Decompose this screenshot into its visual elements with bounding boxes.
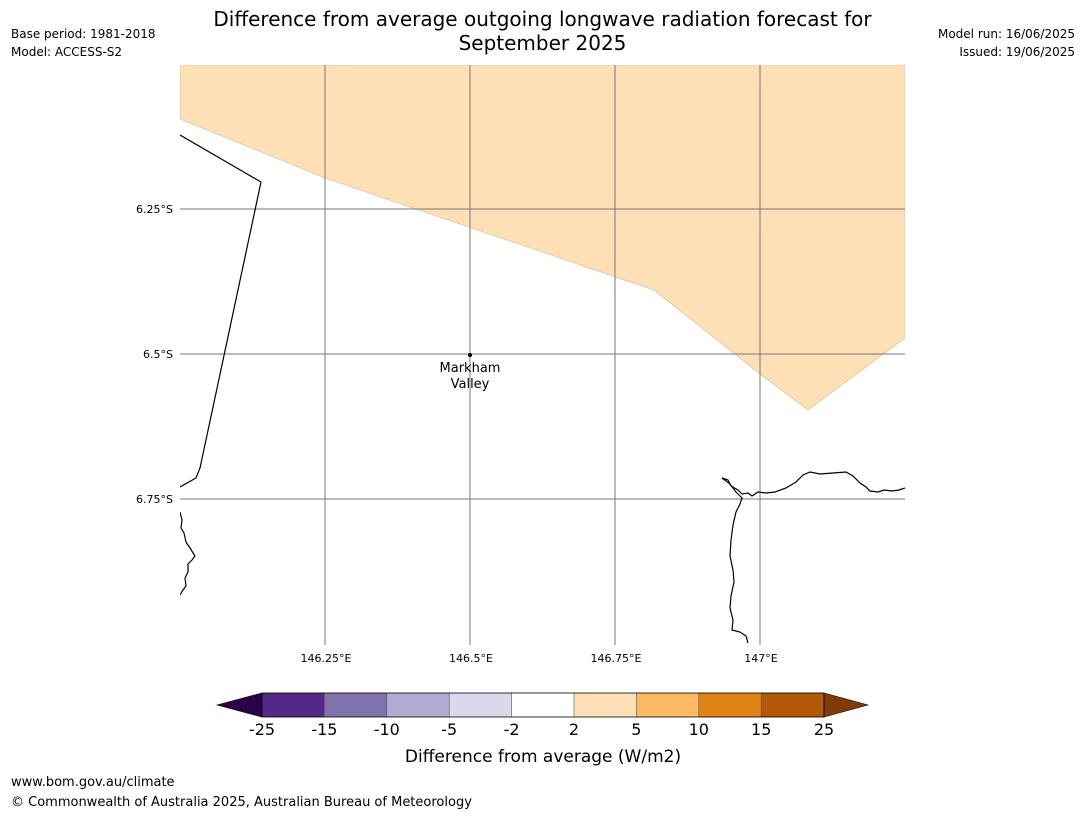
colorbar-bin-neg5-neg2: [449, 693, 512, 717]
map-area: Markham Valley: [180, 65, 905, 645]
colorbar-bin-neg2-2: [511, 693, 574, 717]
coastlines: [180, 134, 905, 644]
lat-tick-6-25: 6.25°S: [136, 203, 173, 216]
anomaly-region-2-to-5: [180, 65, 905, 411]
coast-east: [721, 471, 905, 497]
issued-label: Issued: 19/06/2025: [959, 45, 1075, 59]
graticule: [180, 65, 905, 645]
cb-label-7: 10: [689, 720, 709, 739]
colorbar-arrow-high: [823, 692, 870, 718]
colorbar-bin-2-5: [574, 693, 637, 717]
lon-tick-labels: 146.25°E 146.5°E 146.75°E 147°E: [301, 652, 778, 665]
markham-valley-marker: [468, 353, 472, 357]
title-line-2: September 2025: [458, 31, 627, 55]
colorbar-bin-5-10: [636, 693, 699, 717]
meta-left: Base period: 1981-2018 Model: ACCESS-S2: [11, 25, 156, 61]
cb-label-8: 15: [751, 720, 771, 739]
colorbar-frame: [261, 692, 825, 718]
cb-label-2: -10: [374, 720, 400, 739]
colorbar-arrow-low: [215, 692, 263, 718]
model-label: Model: ACCESS-S2: [11, 45, 123, 59]
footer-url: www.bom.gov.au/climate: [11, 775, 175, 790]
cb-label-9: 25: [814, 720, 834, 739]
place-name-line-1: Markham: [440, 361, 501, 376]
cb-label-1: -15: [311, 720, 337, 739]
model-run-label: Model run: 16/06/2025: [937, 27, 1075, 41]
lat-tick-6-5: 6.5°S: [143, 348, 173, 361]
meta-right: Model run: 16/06/2025 Issued: 19/06/2025: [938, 25, 1075, 61]
place-name-line-2: Valley: [451, 377, 490, 392]
base-period-label: Base period: 1981-2018: [11, 27, 156, 41]
colorbar-bin-10-15: [698, 693, 762, 717]
title-line-1: Difference from average outgoing longwav…: [213, 7, 872, 31]
cb-label-4: -2: [504, 720, 520, 739]
cb-label-5: 2: [569, 720, 579, 739]
lat-tick-labels: 6.25°S 6.5°S 6.75°S: [136, 203, 173, 506]
colorbar-dividers: [324, 693, 762, 717]
colorbar: -25 -15 -10 -5 -2 2 5 10 15 25 Differenc…: [215, 692, 870, 767]
coast-peninsula: [721, 477, 749, 644]
colorbar-bin-15-25: [761, 693, 824, 717]
lon-tick-146-25: 146.25°E: [301, 652, 352, 665]
colorbar-labels: -25 -15 -10 -5 -2 2 5 10 15 25: [249, 720, 834, 739]
colorbar-title: Difference from average (W/m2): [405, 747, 681, 767]
colorbar-bin-neg10-neg5: [386, 693, 450, 717]
cb-label-0: -25: [249, 720, 275, 739]
cb-label-6: 5: [631, 720, 641, 739]
footer-copyright: © Commonwealth of Australia 2025, Austra…: [11, 795, 472, 810]
lon-tick-146-5: 146.5°E: [449, 652, 493, 665]
lon-tick-147: 147°E: [744, 652, 777, 665]
cb-label-3: -5: [441, 720, 457, 739]
border-line: [180, 134, 262, 488]
colorbar-bin-neg15-neg10: [324, 693, 387, 717]
coast-west: [180, 511, 196, 596]
lat-tick-6-75: 6.75°S: [136, 493, 173, 506]
colorbar-bin-neg25-neg15: [262, 693, 325, 717]
lon-tick-146-75: 146.75°E: [591, 652, 642, 665]
map-title: Difference from average outgoing longwav…: [140, 7, 945, 55]
